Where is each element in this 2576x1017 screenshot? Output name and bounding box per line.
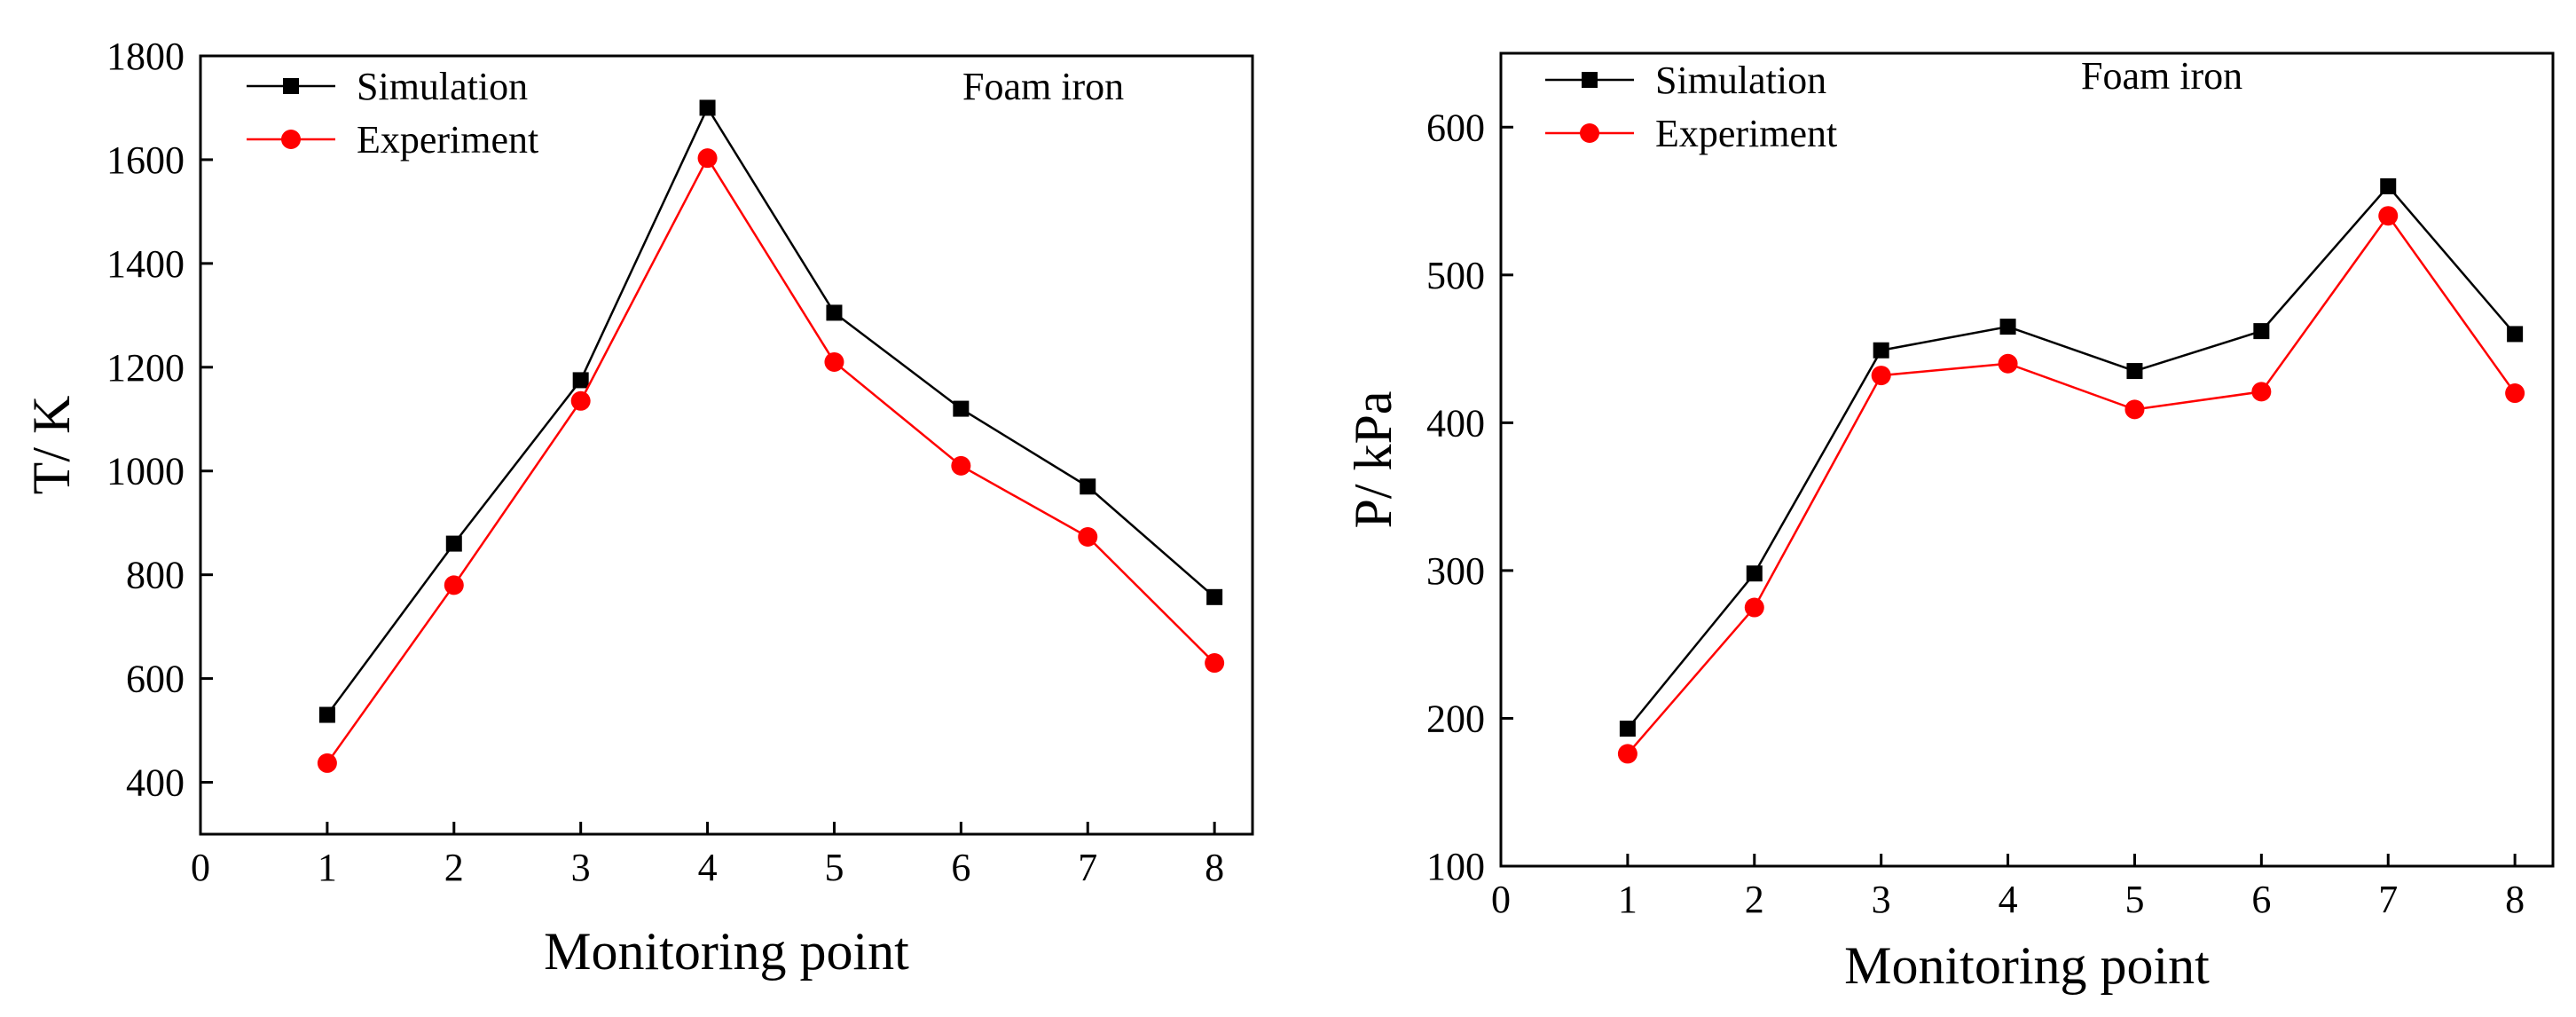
legend-label-simulation: Simulation [357,65,528,108]
data-point [445,535,462,552]
x-axis-label: Monitoring point [544,922,909,981]
legend-label-experiment: Experiment [1655,112,1837,155]
data-point [1080,478,1096,495]
y-axis-label: T/ K [22,396,81,495]
x-tick-label: 8 [2505,878,2525,921]
x-tick-label: 3 [1872,878,1891,921]
y-tick-label: 100 [1426,845,1485,888]
data-point [1744,597,1764,618]
legend-marker [1582,72,1598,88]
y-tick-label: 200 [1426,697,1485,740]
data-point [953,400,970,417]
x-tick-label: 8 [1205,846,1224,889]
x-tick-label: 5 [2124,878,2144,921]
x-tick-label: 7 [2378,878,2398,921]
y-tick-label: 1800 [106,35,185,78]
x-tick-label: 4 [698,846,718,889]
x-tick-label: 5 [824,846,844,889]
series-simulation [318,99,1223,723]
chart-annotation: Foam iron [2081,54,2242,98]
data-point [1078,526,1098,547]
x-tick-label: 3 [571,846,591,889]
data-point [2126,363,2143,380]
plot-frame [199,54,1254,836]
x-tick-label: 4 [1999,878,2018,921]
y-tick-label: 1600 [106,138,185,182]
data-point [318,706,335,723]
series-line [326,105,1215,716]
data-point [570,390,591,411]
data-point [2251,382,2272,402]
data-point [1205,653,1225,674]
data-point [2507,326,2524,343]
data-point [1206,588,1223,605]
legend-label-experiment: Experiment [357,118,538,162]
y-tick-label: 400 [1426,401,1485,445]
series-experiment [1617,206,2525,764]
data-point [1998,353,2018,374]
plot-frame [1499,51,2555,868]
data-point [1871,366,1891,386]
data-point [1746,565,1763,582]
data-point [444,575,464,595]
y-tick-label: 400 [126,761,185,805]
legend-marker [281,130,301,149]
x-tick-label: 0 [191,846,210,889]
y-tick-label: 1400 [106,242,185,286]
data-point [2124,399,2145,420]
y-tick-label: 1000 [106,450,185,493]
data-point [1873,342,1889,359]
x-tick-label: 7 [1078,846,1097,889]
series-experiment [317,148,1225,773]
series-simulation [1619,177,2524,737]
y-tick-label: 800 [126,554,185,597]
legend-marker [283,78,299,94]
data-point [824,351,844,372]
legend-marker [1580,123,1599,143]
x-tick-label: 0 [1491,878,1511,921]
data-point [697,148,718,169]
x-tick-label: 1 [318,846,337,889]
data-point [1617,744,1637,764]
x-tick-label: 2 [444,846,464,889]
legend-label-simulation: Simulation [1655,59,1826,102]
temperature-chart: Monitoring point T/ K Foam iron Simulati… [22,35,1254,981]
series-line [1626,214,2517,755]
data-point [826,304,843,321]
pressure-chart: Monitoring point P/ kPa Foam iron Simula… [1344,51,2555,995]
data-point [2505,383,2525,404]
x-tick-label: 6 [2251,878,2271,921]
x-tick-label: 6 [951,846,970,889]
series-line [326,155,1216,764]
data-point [2378,206,2399,226]
data-point [2253,323,2270,340]
x-axis-label: Monitoring point [1844,936,2210,995]
data-point [1999,319,2016,335]
y-tick-label: 600 [126,658,185,701]
data-point [2380,177,2397,194]
data-point [699,99,716,116]
x-tick-label: 2 [1745,878,1764,921]
y-tick-label: 600 [1426,106,1485,149]
series-line [1626,184,2517,729]
y-axis-label: P/ kPa [1344,390,1402,528]
data-point [1619,721,1636,737]
data-point [951,455,971,476]
data-point [572,372,589,389]
data-point [317,753,337,773]
y-tick-label: 1200 [106,346,185,390]
x-tick-label: 1 [1618,878,1637,921]
y-tick-label: 500 [1426,254,1485,297]
y-tick-label: 300 [1426,549,1485,593]
chart-annotation: Foam iron [962,65,1124,108]
